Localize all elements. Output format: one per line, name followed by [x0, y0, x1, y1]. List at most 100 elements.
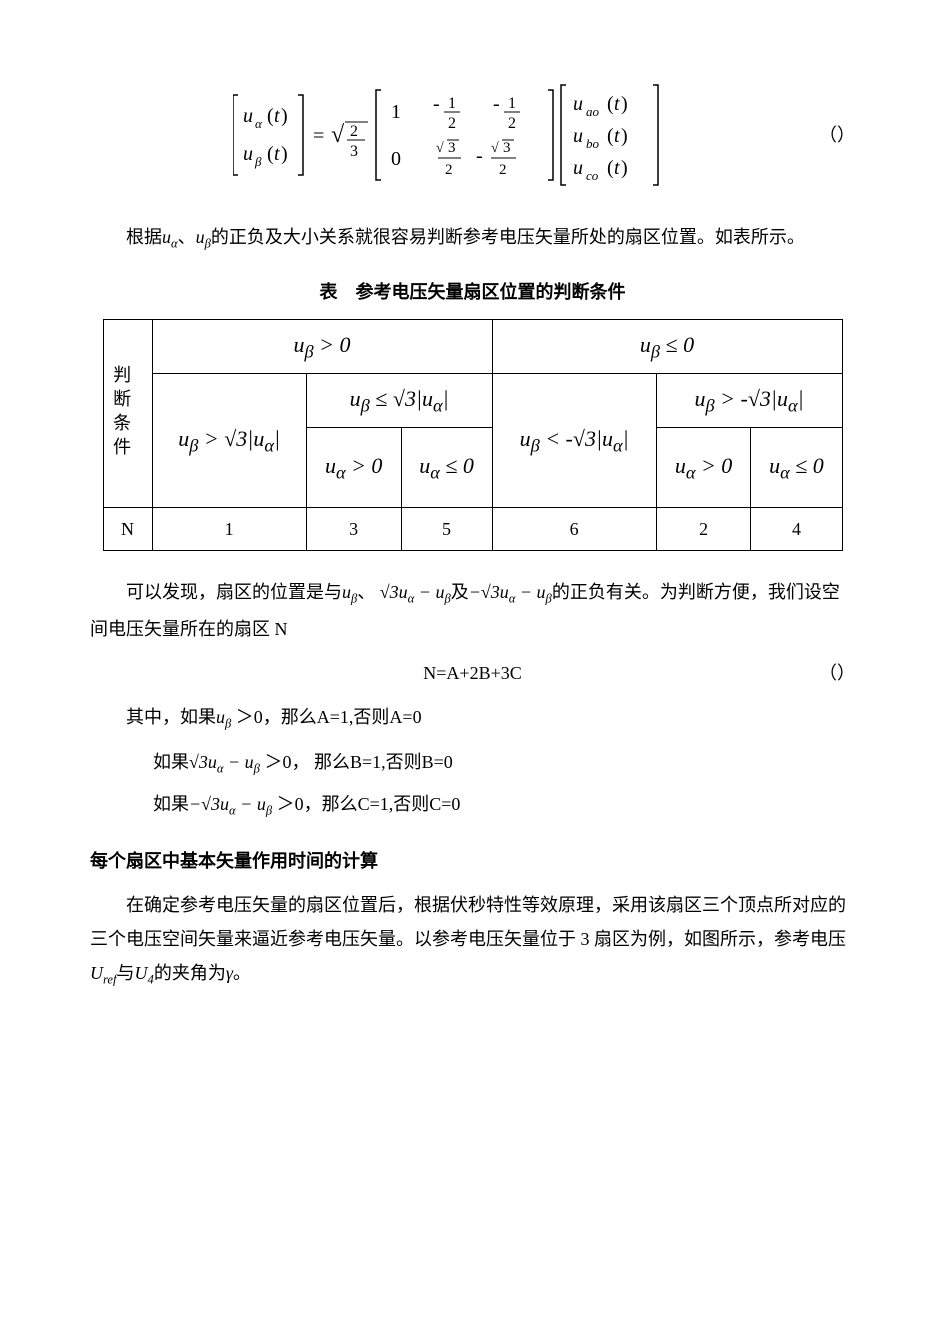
svg-text:2: 2 [350, 123, 358, 140]
condC-pre: 如果 [153, 794, 189, 814]
row-header-N: N [103, 508, 152, 551]
cond-c4b: uα ≤ 0 [751, 428, 842, 508]
svg-text:1: 1 [508, 95, 516, 112]
ua-symbol: uα [162, 227, 178, 247]
N-3: 3 [306, 508, 401, 551]
condB-pre: 如果 [153, 752, 189, 772]
eqN-text: N=A+2B+3C [423, 663, 521, 683]
svg-text:3: 3 [350, 143, 358, 160]
svg-text:t: t [614, 157, 620, 179]
term3: −√3uα − uβ [469, 582, 552, 602]
condC-post: ＞0，那么C=1,否则C=0 [272, 794, 460, 814]
svg-text:): ) [621, 125, 628, 147]
svg-text:u: u [573, 157, 583, 179]
para3-period: 。 [233, 963, 251, 983]
svg-text:(: ( [607, 125, 614, 147]
svg-text:): ) [621, 157, 628, 179]
svg-text:1: 1 [391, 101, 401, 123]
svg-text:(: ( [607, 157, 614, 179]
u4-symbol: U4 [135, 963, 154, 983]
svg-text:√: √ [436, 141, 444, 156]
svg-text:0: 0 [391, 148, 401, 170]
svg-text:(: ( [267, 143, 274, 165]
para1-pre: 根据 [126, 227, 162, 247]
header-ub-neg: uβ ≤ 0 [492, 319, 842, 373]
svg-text:): ) [281, 105, 288, 127]
condA-post: ＞0，那么A=1,否则A=0 [231, 707, 421, 727]
para1-post: 的正负及大小关系就很容易判断参考电压矢量所处的扇区位置。如表所示。 [211, 227, 805, 247]
term-ub: uβ [342, 582, 357, 602]
cond-intro-line: 其中，如果uβ ＞0，那么A=1,否则A=0 [90, 700, 855, 737]
condC-expr: −√3uα − uβ [189, 794, 272, 814]
paragraph-explain: 可以发现，扇区的位置是与uβ、 √3uα − uβ及−√3uα − uβ的正负有… [90, 575, 855, 646]
svg-text:t: t [274, 143, 280, 165]
condA-pre: 如果 [180, 707, 216, 727]
svg-text:√: √ [331, 122, 345, 148]
svg-text:√: √ [491, 141, 499, 156]
paragraph-intro: 根据uα、uβ的正负及大小关系就很容易判断参考电压矢量所处的扇区位置。如表所示。 [90, 220, 855, 257]
gamma-symbol: γ [226, 963, 233, 983]
cond-c3: uβ < -√3|uα| [492, 373, 656, 507]
svg-text:2: 2 [445, 162, 453, 178]
cond-c2-top: uβ ≤ √3|uα| [306, 373, 492, 427]
svg-text:β: β [254, 154, 262, 169]
cond-c1: uβ > √3|uα| [152, 373, 306, 507]
svg-text:2: 2 [499, 162, 507, 178]
svg-text:2: 2 [508, 115, 516, 132]
ub-symbol: uβ [196, 227, 211, 247]
condC-line: 如果−√3uα − uβ ＞0，那么C=1,否则C=0 [153, 787, 855, 824]
cond-c2a: uα > 0 [306, 428, 401, 508]
svg-text:1: 1 [448, 95, 456, 112]
equation-N: N=A+2B+3C （） [90, 656, 855, 690]
clarke-transform-equation: uα(t) uβ(t) = √ 2 3 1 - 1 2 - 1 2 0 [90, 80, 855, 190]
svg-text:3: 3 [448, 140, 456, 156]
section-title: 每个扇区中基本矢量作用时间的计算 [90, 844, 855, 878]
svg-text:t: t [614, 93, 620, 115]
svg-text:): ) [281, 143, 288, 165]
condA-expr: uβ [216, 707, 231, 727]
svg-text:(: ( [607, 93, 614, 115]
para3-a: 在确定参考电压矢量的扇区位置后，根据伏秒特性等效原理，采用该扇区三个顶点所对应的… [90, 895, 846, 949]
condB-post: ＞0， 那么B=1,否则B=0 [260, 752, 453, 772]
eqN-number: （） [819, 656, 855, 690]
condB-expr: √3uα − uβ [189, 752, 260, 772]
svg-text:u: u [243, 105, 253, 127]
svg-text:-: - [433, 93, 440, 115]
para2-a: 可以发现，扇区的位置是与 [126, 582, 342, 602]
svg-text:u: u [573, 125, 583, 147]
cond-c4-top: uβ > -√3|uα| [656, 373, 842, 427]
row-header-cond: 判断条件 [110, 365, 132, 461]
para2-s2: 及 [451, 582, 469, 602]
table-caption: 表 参考电压矢量扇区位置的判断条件 [90, 275, 855, 309]
equation-number: （） [819, 118, 855, 152]
svg-text:2: 2 [448, 115, 456, 132]
N-5: 5 [401, 508, 492, 551]
cond-c2b: uα ≤ 0 [401, 428, 492, 508]
svg-text:t: t [274, 105, 280, 127]
term2: √3uα − uβ [380, 582, 451, 602]
uref-symbol: Uref [90, 963, 117, 983]
equation-svg: uα(t) uβ(t) = √ 2 3 1 - 1 2 - 1 2 0 [233, 80, 713, 190]
svg-text:): ) [621, 93, 628, 115]
para3-mid: 与 [117, 963, 135, 983]
para1-sep: 、 [178, 227, 196, 247]
cond-intro: 其中， [126, 707, 180, 727]
svg-text:-: - [493, 93, 500, 115]
N-6: 6 [492, 508, 656, 551]
N-1: 1 [152, 508, 306, 551]
para2-s1: 、 [357, 582, 375, 602]
svg-text:bo: bo [586, 136, 600, 151]
header-ub-pos: uβ > 0 [152, 319, 492, 373]
condB-line: 如果√3uα − uβ ＞0， 那么B=1,否则B=0 [153, 745, 855, 782]
svg-text:ao: ao [586, 104, 600, 119]
svg-text:u: u [243, 143, 253, 165]
svg-text:u: u [573, 93, 583, 115]
svg-text:t: t [614, 125, 620, 147]
svg-text:-: - [476, 145, 483, 167]
paragraph-3: 在确定参考电压矢量的扇区位置后，根据伏秒特性等效原理，采用该扇区三个顶点所对应的… [90, 888, 855, 993]
svg-text:co: co [586, 168, 599, 183]
svg-text:3: 3 [503, 140, 511, 156]
N-2: 2 [656, 508, 751, 551]
sector-condition-table: 判断条件 uβ > 0 uβ ≤ 0 uβ > √3|uα| uβ ≤ √3|u… [103, 319, 843, 552]
svg-text:=: = [313, 125, 324, 147]
